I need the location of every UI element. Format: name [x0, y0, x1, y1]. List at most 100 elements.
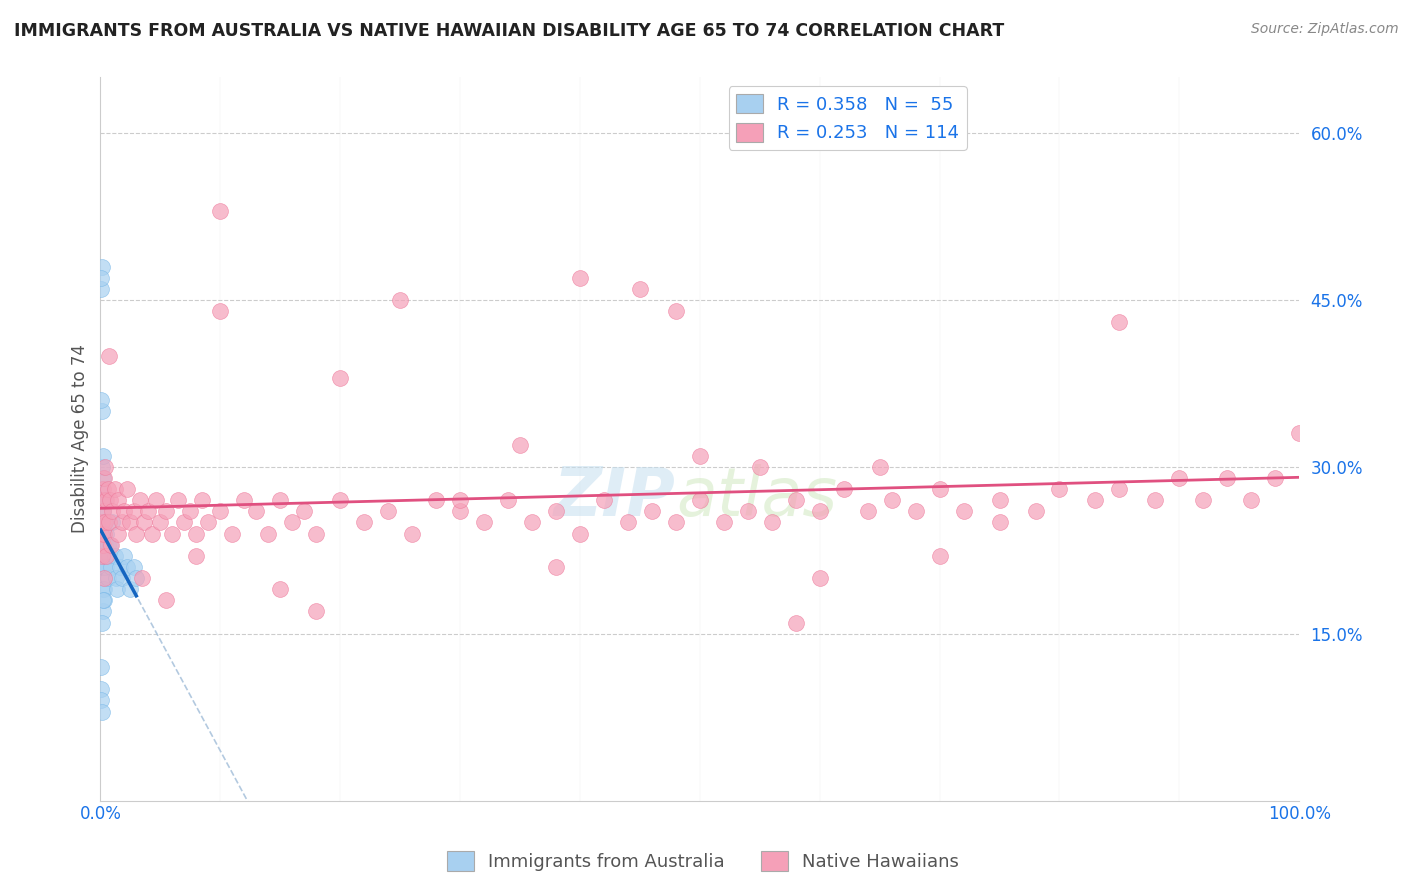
Point [122, 504, 145, 518]
Legend: R = 0.358   N =  55, R = 0.253   N = 114: R = 0.358 N = 55, R = 0.253 N = 114 [728, 87, 966, 150]
Point [125, 571, 148, 585]
Point [1024, 504, 1046, 518]
Point [167, 493, 190, 508]
Text: Source: ZipAtlas.com: Source: ZipAtlas.com [1251, 22, 1399, 37]
Point [90, 549, 112, 563]
Point [1192, 493, 1215, 508]
Point [988, 493, 1011, 508]
Point [90, 615, 112, 630]
Point [100, 560, 122, 574]
Point [107, 493, 129, 508]
Point [101, 504, 124, 518]
Point [305, 605, 328, 619]
Point [91, 526, 114, 541]
Point [91, 449, 114, 463]
Point [155, 593, 177, 607]
Point [101, 516, 124, 530]
Point [91, 504, 114, 518]
Point [1144, 493, 1167, 508]
Point [91, 549, 114, 563]
Point [131, 571, 153, 585]
Point [115, 482, 138, 496]
Point [111, 571, 134, 585]
Point [115, 560, 138, 574]
Point [125, 526, 148, 541]
Point [281, 516, 304, 530]
Point [104, 482, 127, 496]
Point [689, 493, 711, 508]
Point [96, 526, 118, 541]
Point [568, 526, 591, 541]
Point [94, 549, 117, 563]
Point [122, 560, 145, 574]
Point [90, 270, 112, 285]
Point [96, 493, 118, 508]
Point [94, 459, 117, 474]
Point [90, 404, 112, 418]
Point [191, 493, 214, 508]
Point [105, 582, 128, 597]
Point [257, 526, 280, 541]
Point [713, 516, 735, 530]
Point [155, 504, 177, 518]
Point [90, 516, 112, 530]
Point [96, 560, 118, 574]
Point [1049, 482, 1071, 496]
Point [96, 549, 118, 563]
Point [90, 282, 112, 296]
Text: atlas: atlas [676, 464, 837, 530]
Point [93, 471, 115, 485]
Point [98, 538, 121, 552]
Point [377, 504, 399, 518]
Point [520, 516, 543, 530]
Point [91, 605, 114, 619]
Point [93, 571, 115, 585]
Point [245, 504, 267, 518]
Point [91, 571, 114, 585]
Point [136, 504, 159, 518]
Point [91, 482, 114, 496]
Point [856, 504, 879, 518]
Point [97, 349, 120, 363]
Point [628, 282, 651, 296]
Point [1288, 426, 1310, 441]
Point [737, 504, 759, 518]
Point [90, 482, 112, 496]
Point [173, 516, 195, 530]
Point [97, 549, 120, 563]
Point [197, 516, 219, 530]
Point [928, 482, 950, 496]
Point [186, 549, 208, 563]
Point [209, 504, 232, 518]
Point [785, 493, 807, 508]
Point [120, 516, 142, 530]
Point [91, 705, 114, 719]
Point [90, 660, 112, 674]
Point [97, 516, 120, 530]
Point [808, 571, 831, 585]
Point [1264, 471, 1286, 485]
Point [91, 516, 114, 530]
Point [91, 471, 114, 485]
Point [353, 516, 375, 530]
Point [1168, 471, 1191, 485]
Point [98, 493, 121, 508]
Point [472, 516, 495, 530]
Point [90, 693, 112, 707]
Point [112, 549, 135, 563]
Point [96, 482, 118, 496]
Point [544, 560, 567, 574]
Point [93, 526, 115, 541]
Point [593, 493, 616, 508]
Point [90, 682, 112, 697]
Point [988, 516, 1011, 530]
Point [1108, 315, 1130, 329]
Legend: Immigrants from Australia, Native Hawaiians: Immigrants from Australia, Native Hawaii… [440, 844, 966, 879]
Point [785, 615, 807, 630]
Point [904, 504, 927, 518]
Point [509, 437, 531, 451]
Point [132, 516, 155, 530]
Point [329, 371, 352, 385]
Point [689, 449, 711, 463]
Point [108, 560, 131, 574]
